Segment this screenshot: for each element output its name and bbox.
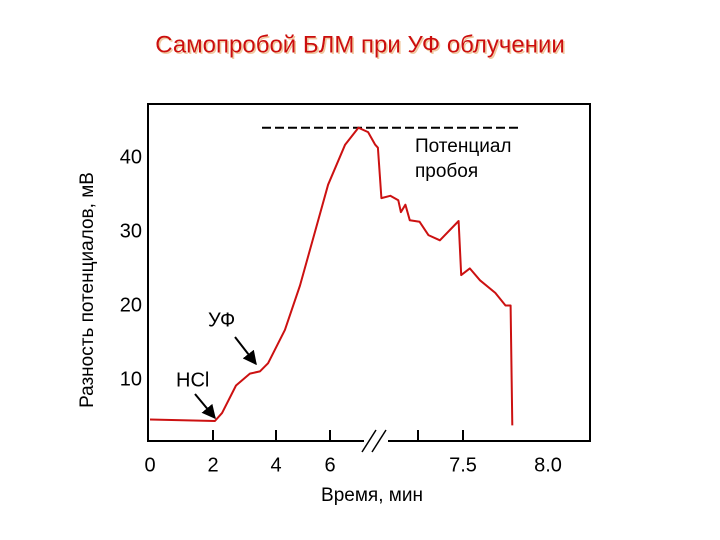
axis-break xyxy=(361,429,377,453)
reference-label: Потенциал пробоя xyxy=(415,136,512,182)
x-tick-label: 8.0 xyxy=(534,454,562,476)
y-tick-label: 30 xyxy=(120,220,142,242)
x-axis-label: Время, мин xyxy=(321,485,423,506)
x-tick-label: 0 xyxy=(144,454,155,476)
x-tick-label: 6 xyxy=(324,454,335,476)
arrow xyxy=(194,393,216,420)
chart-title: Самопробой БЛМ при УФ облучении xyxy=(155,31,565,58)
y-tick-label: 10 xyxy=(120,369,142,391)
axis-break-gap xyxy=(364,436,388,446)
annotation: УФ xyxy=(208,309,235,331)
y-tick-label: 20 xyxy=(120,294,142,316)
x-tick-label: 2 xyxy=(207,454,218,476)
data-line xyxy=(149,126,514,426)
y-axis-label: Разность потенциалов, мВ xyxy=(77,172,98,408)
annotation: HCl xyxy=(176,369,209,391)
axis-break xyxy=(371,429,387,453)
x-tick-label: 4 xyxy=(270,454,281,476)
x-tick-label: 7.5 xyxy=(449,454,477,476)
y-tick-label: 40 xyxy=(120,146,142,168)
arrow xyxy=(234,336,257,366)
